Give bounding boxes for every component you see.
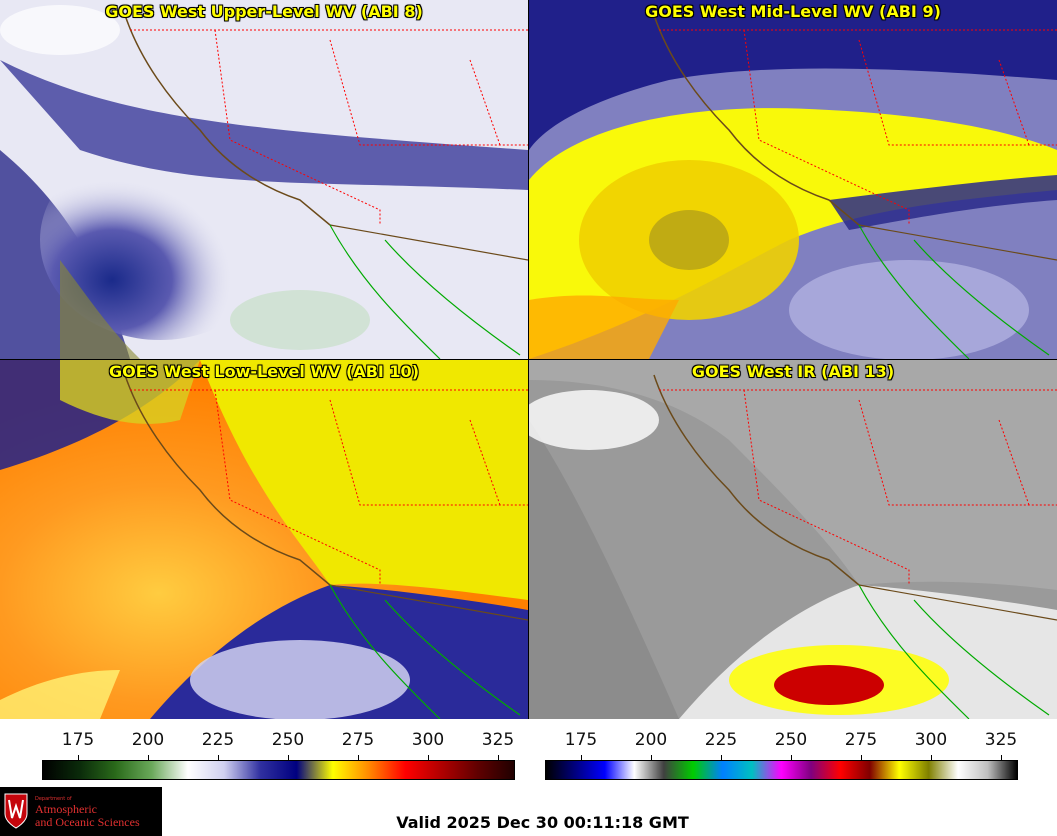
valid-time: Valid 2025 Dec 30 00:11:18 GMT — [396, 813, 689, 832]
colorbar-tick-label: 250 — [271, 730, 305, 750]
colorbar-tick-mark — [1001, 755, 1002, 760]
colorbar-tick-label: 300 — [914, 730, 948, 750]
colorbar-tick-label: 300 — [411, 730, 445, 750]
colorbar-tick-mark — [861, 755, 862, 760]
colorbar-tick-label: 325 — [984, 730, 1018, 750]
colorbar-tick-label: 275 — [341, 730, 375, 750]
logo-line1: Atmospheric — [35, 802, 97, 816]
panel-upper-level-wv: GOES West Upper-Level WV (ABI 8) — [0, 0, 528, 359]
aos-logo: Department of Atmospheric and Oceanic Sc… — [0, 787, 162, 836]
colorbar-tick-mark — [428, 755, 429, 760]
colorbar-tick-mark — [791, 755, 792, 760]
colorbar-tick-mark — [358, 755, 359, 760]
wv-colorbar — [42, 760, 515, 780]
panel-title: GOES West Mid-Level WV (ABI 9) — [645, 2, 941, 21]
ir-image — [529, 360, 1057, 719]
colorbar-tick-label: 200 — [634, 730, 668, 750]
panel-title: GOES West Low-Level WV (ABI 10) — [108, 362, 419, 381]
colorbar-tick-label: 175 — [564, 730, 598, 750]
logo-line2: and Oceanic Sciences — [35, 815, 140, 829]
low-wv-image — [0, 360, 528, 719]
mid-wv-image — [529, 0, 1057, 359]
horizontal-divider — [0, 359, 1057, 360]
colorbar-tick-label: 225 — [201, 730, 235, 750]
colorbar-tick-label: 325 — [481, 730, 515, 750]
colorbar-tick-mark — [581, 755, 582, 760]
colorbar-tick-mark — [498, 755, 499, 760]
colorbar-tick-mark — [721, 755, 722, 760]
panel-title: GOES West IR (ABI 13) — [691, 362, 895, 381]
colorbar-tick-label: 200 — [131, 730, 165, 750]
ir-colorbar — [545, 760, 1018, 780]
panel-mid-level-wv: GOES West Mid-Level WV (ABI 9) — [529, 0, 1057, 359]
colorbar-tick-label: 175 — [61, 730, 95, 750]
upper-wv-image — [0, 0, 528, 359]
panel-low-level-wv: GOES West Low-Level WV (ABI 10) — [0, 360, 528, 719]
colorbar-tick-mark — [288, 755, 289, 760]
colorbar-tick-label: 225 — [704, 730, 738, 750]
panel-title: GOES West Upper-Level WV (ABI 8) — [105, 2, 423, 21]
colorbar-tick-mark — [148, 755, 149, 760]
colorbar-tick-label: 275 — [844, 730, 878, 750]
colorbar-tick-mark — [651, 755, 652, 760]
panel-ir: GOES West IR (ABI 13) — [529, 360, 1057, 719]
uw-seal-icon — [4, 793, 28, 829]
logo-department: Department of — [35, 796, 72, 802]
colorbar-tick-mark — [78, 755, 79, 760]
colorbar-tick-label: 250 — [774, 730, 808, 750]
colorbar-tick-mark — [931, 755, 932, 760]
colorbar-tick-mark — [218, 755, 219, 760]
